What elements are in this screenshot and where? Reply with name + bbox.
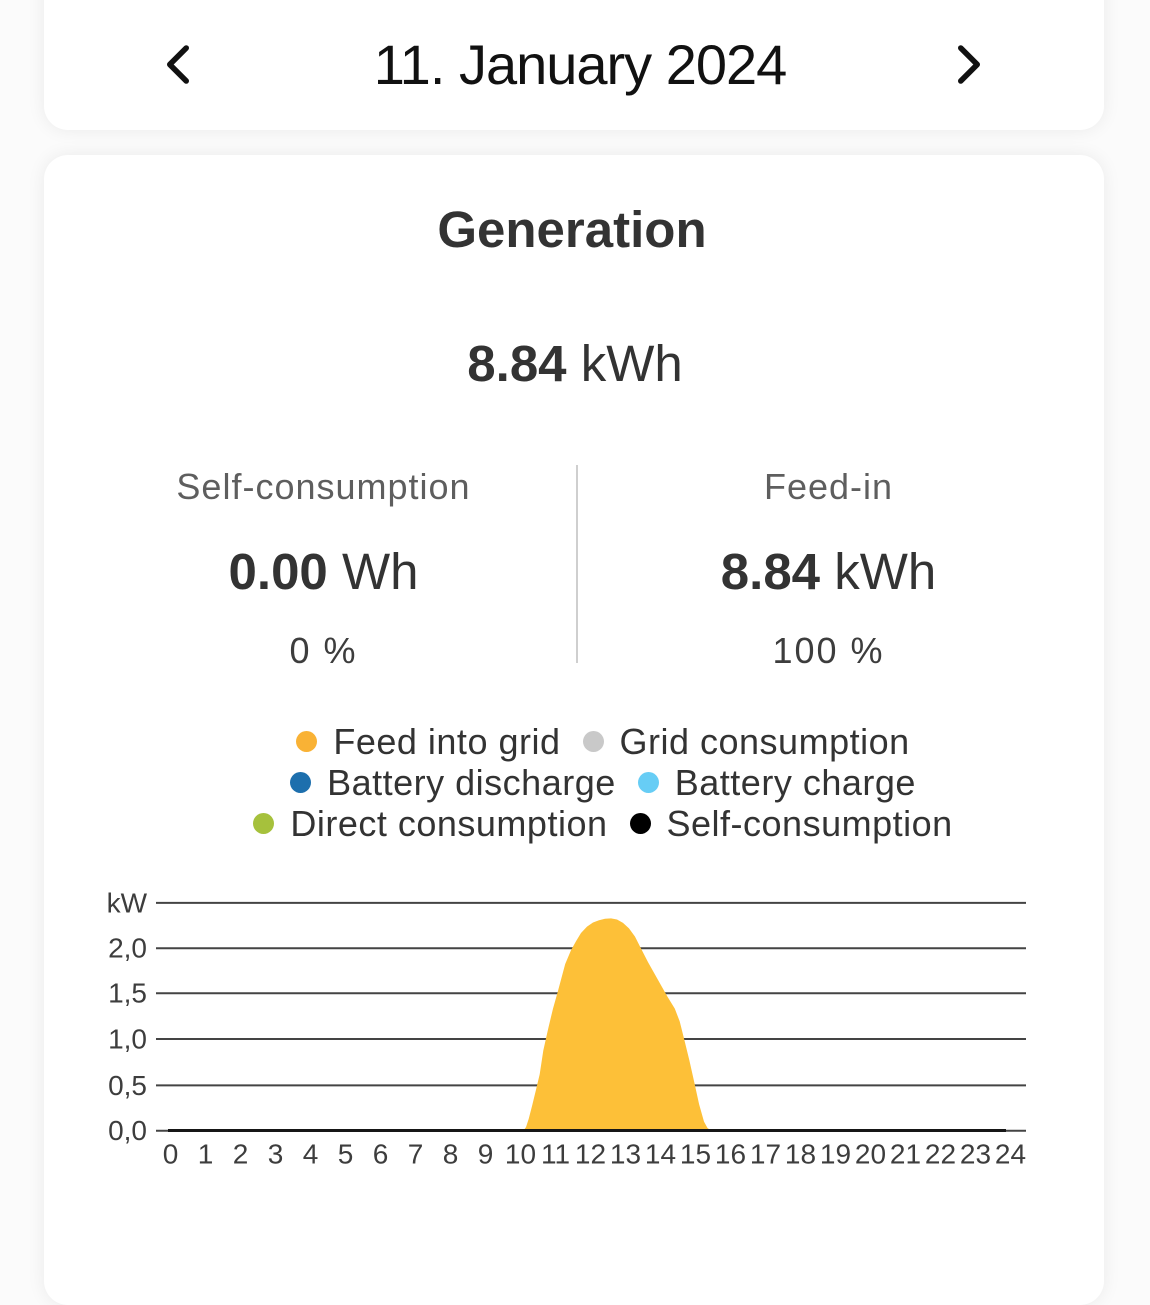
svg-text:21: 21 (890, 1139, 921, 1170)
svg-text:0: 0 (163, 1139, 179, 1170)
svg-text:3: 3 (268, 1139, 284, 1170)
svg-text:0,0: 0,0 (108, 1115, 147, 1146)
svg-text:8: 8 (443, 1139, 459, 1170)
svg-text:13: 13 (610, 1139, 641, 1170)
svg-text:11: 11 (541, 1139, 570, 1170)
svg-text:1: 1 (198, 1139, 214, 1170)
svg-text:kW: kW (107, 887, 148, 918)
svg-text:12: 12 (575, 1139, 606, 1170)
svg-text:22: 22 (925, 1139, 956, 1170)
svg-text:10: 10 (505, 1139, 536, 1170)
svg-text:16: 16 (715, 1139, 746, 1170)
svg-text:17: 17 (750, 1139, 781, 1170)
svg-text:1,0: 1,0 (108, 1024, 147, 1055)
svg-text:5: 5 (338, 1139, 354, 1170)
svg-text:2,0: 2,0 (108, 933, 147, 964)
svg-text:4: 4 (303, 1139, 319, 1170)
svg-text:20: 20 (855, 1139, 886, 1170)
svg-text:1,5: 1,5 (108, 978, 147, 1009)
svg-text:23: 23 (960, 1139, 991, 1170)
svg-text:9: 9 (478, 1139, 494, 1170)
svg-text:24: 24 (995, 1139, 1026, 1170)
svg-text:0,5: 0,5 (108, 1070, 147, 1101)
svg-text:15: 15 (680, 1139, 711, 1170)
svg-text:19: 19 (820, 1139, 851, 1170)
svg-text:14: 14 (645, 1139, 676, 1170)
svg-text:6: 6 (373, 1139, 389, 1170)
svg-text:18: 18 (785, 1139, 816, 1170)
svg-text:2: 2 (233, 1139, 249, 1170)
svg-text:7: 7 (408, 1139, 424, 1170)
